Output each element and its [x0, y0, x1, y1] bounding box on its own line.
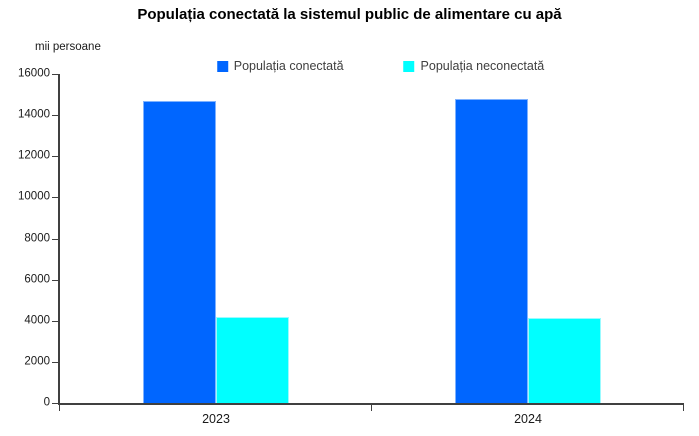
y-axis-tick-mark [52, 320, 58, 322]
legend-label-neconectata: Populația neconectată [420, 59, 545, 73]
y-axis-tick-label: 8000 [24, 231, 50, 244]
y-axis-tick-mark [52, 197, 58, 199]
bar-2023-series-1 [216, 316, 289, 403]
x-axis-tick-mark [683, 405, 684, 411]
x-axis-category-label: 2024 [514, 412, 542, 426]
y-axis-tick-label: 10000 [18, 190, 50, 203]
y-axis-unit-label: mii persoane [35, 41, 101, 53]
y-axis-tick-label: 14000 [18, 108, 50, 121]
y-axis-tick-mark [52, 238, 58, 240]
x-axis-tick-mark [371, 405, 372, 411]
bar-2023-series-0 [143, 100, 216, 403]
y-axis-tick-mark [52, 115, 58, 117]
y-axis-tick-label: 0 [43, 396, 50, 409]
plot-area: 0 2000 4000 6000 8000 10000 12000 14000 16000 202… [18, 68, 684, 426]
legend: Populația conectată Populația neconectat… [216, 59, 545, 73]
y-axis-tick-label: 16000 [18, 67, 50, 80]
y-axis-tick-mark [52, 361, 58, 363]
y-axis-tick-label: 12000 [18, 149, 50, 162]
x-axis-category-label: 2023 [202, 412, 230, 426]
x-axis-tick-mark [59, 405, 60, 411]
y-axis-tick-mark [52, 403, 58, 404]
y-axis-tick-mark [52, 156, 58, 158]
y-axis-tick-mark [52, 74, 58, 75]
legend-swatch-conectata [216, 60, 228, 72]
y-axis-tick-label: 4000 [24, 314, 50, 326]
legend-swatch-neconectata [403, 60, 415, 72]
legend-item-neconectata: Populația neconectată [403, 59, 545, 73]
legend-label-conectata: Populația conectată [233, 59, 344, 73]
chart-title: Populația conectată la sistemul public d… [137, 6, 562, 23]
legend-item-conectata: Populația conectată [216, 59, 344, 73]
bar-2024-series-1 [528, 317, 601, 403]
y-axis-tick-mark [52, 279, 58, 281]
y-axis-tick-label: 2000 [24, 355, 50, 368]
bar-2024-series-0 [455, 98, 528, 403]
y-axis-tick-label: 6000 [24, 272, 50, 285]
